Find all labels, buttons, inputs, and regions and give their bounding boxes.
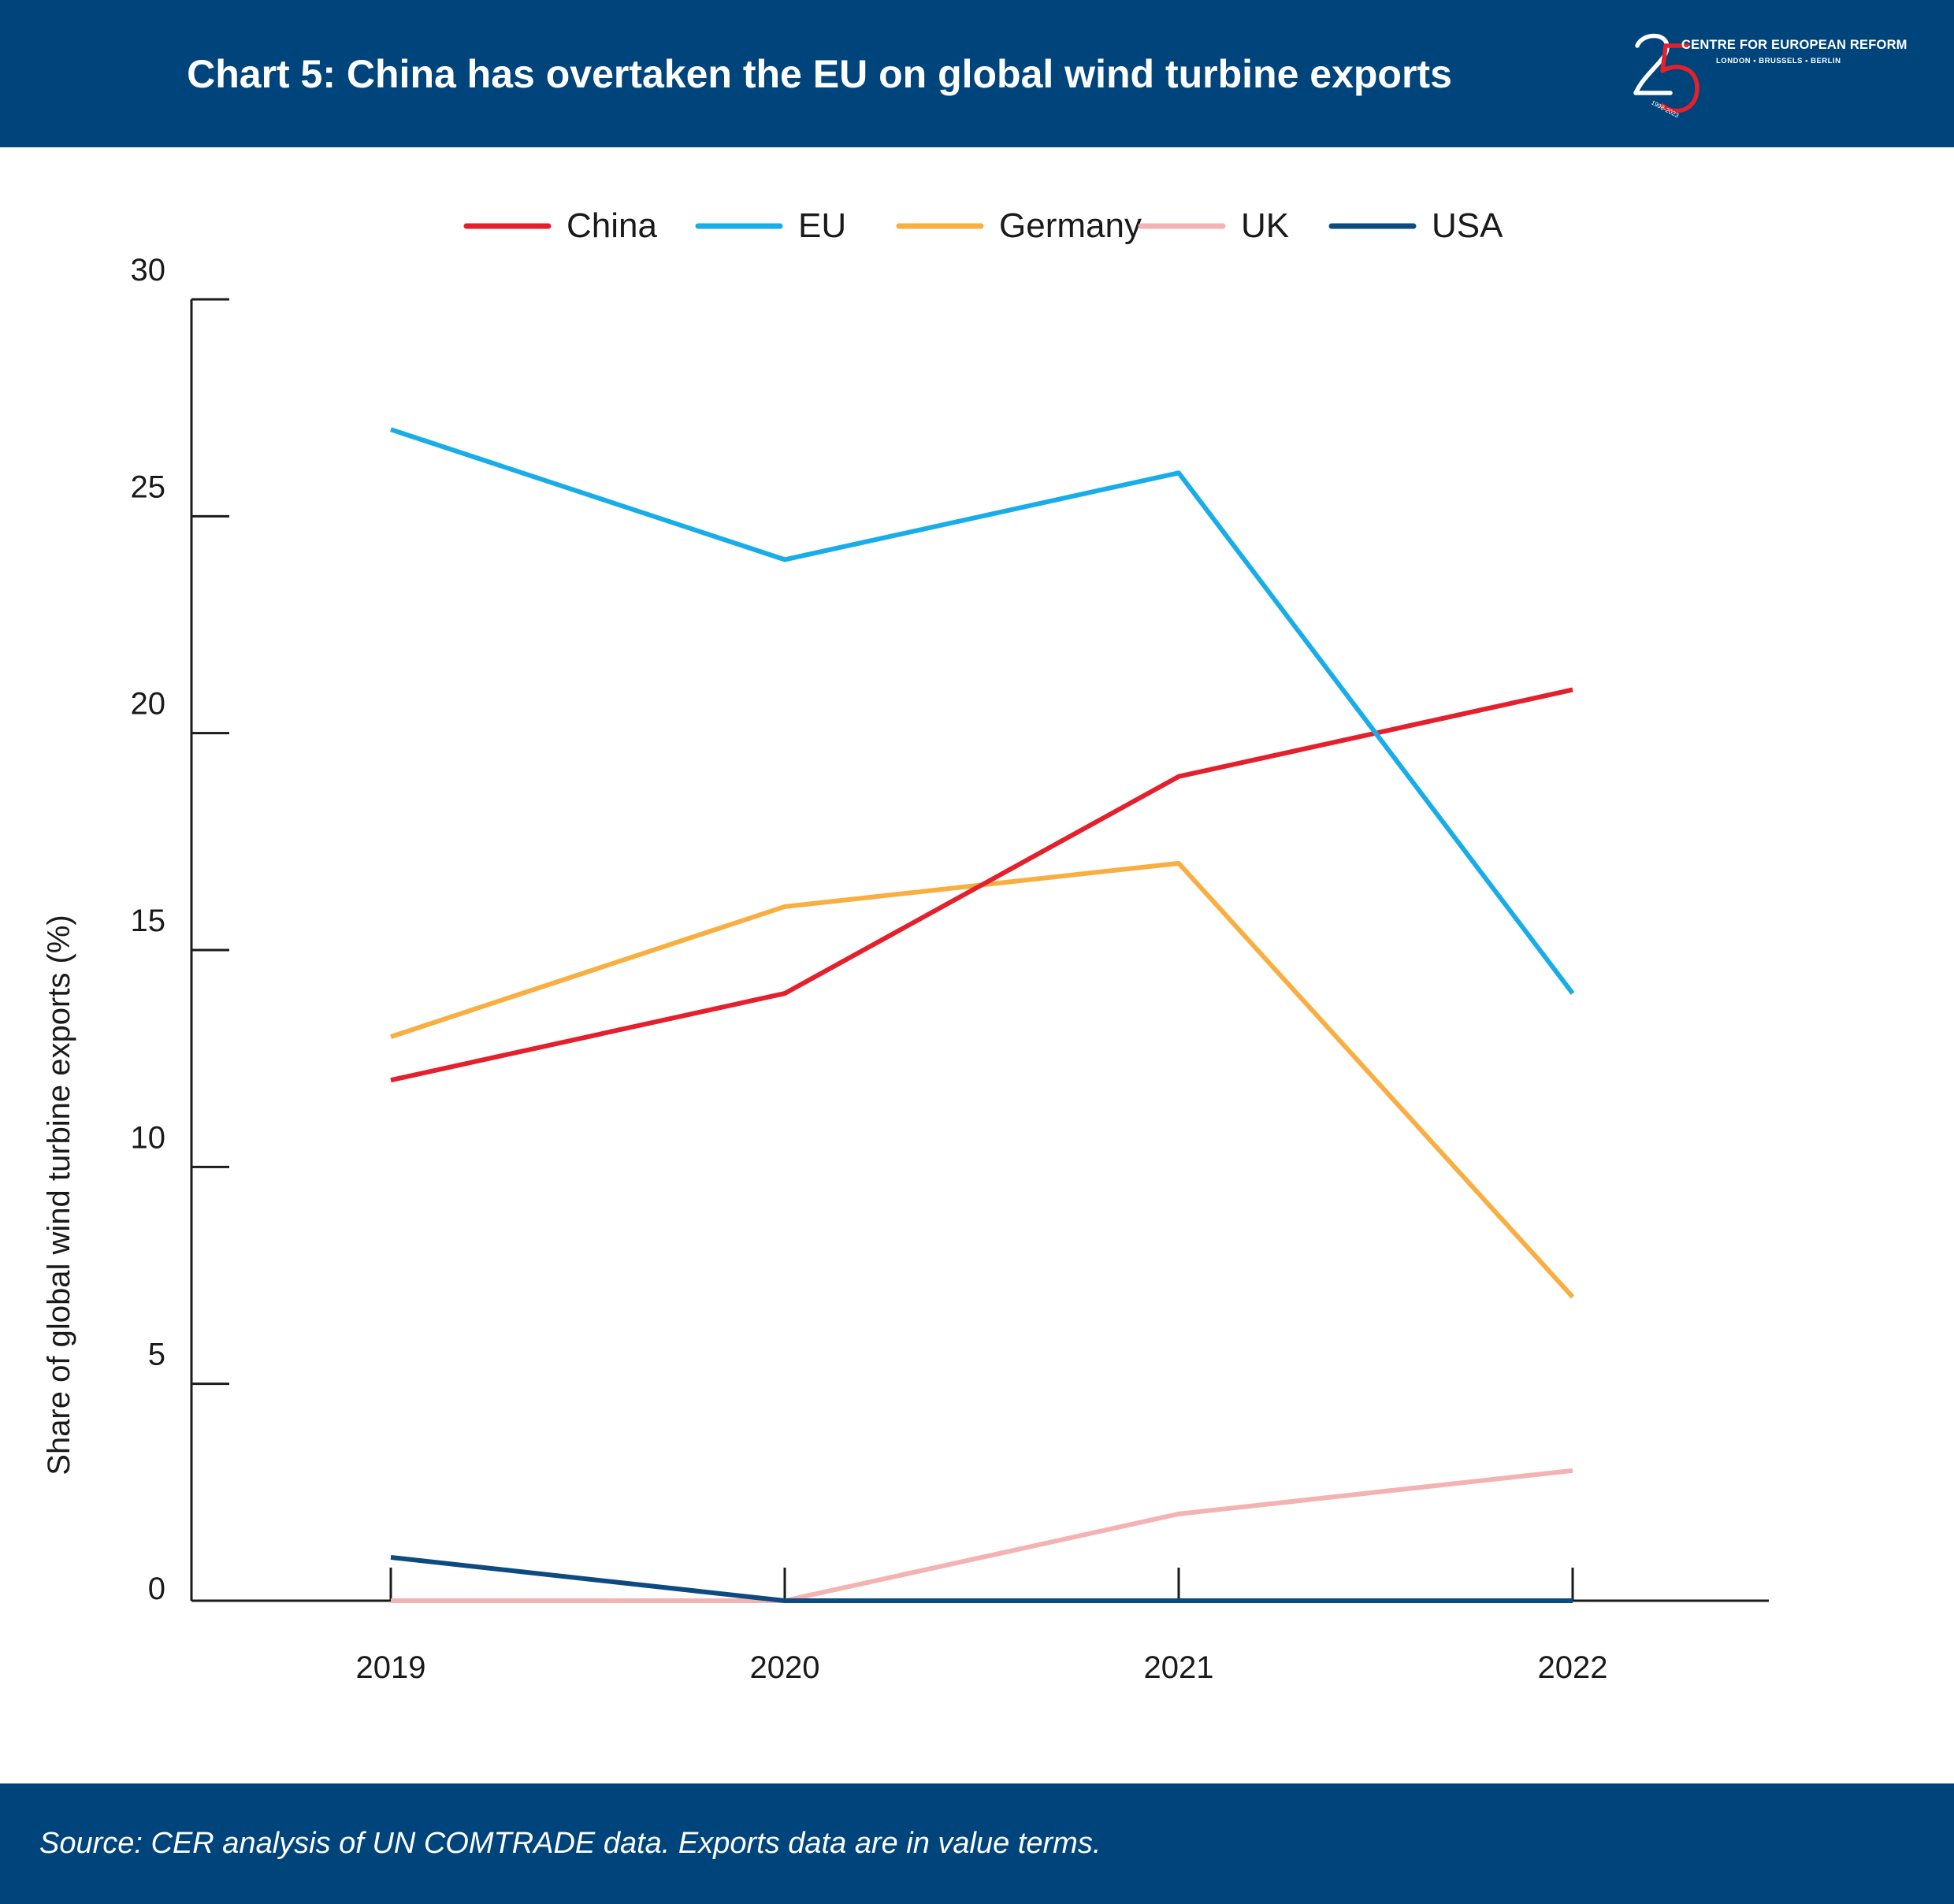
logo-25-mark bbox=[1633, 33, 1700, 113]
axes: 0 5 10 15 20 25 30 2019 2020 2021 2022 bbox=[131, 253, 1769, 1685]
y-tick-label: 5 bbox=[148, 1338, 165, 1372]
line-chart: China EU Germany UK USA Share of global wind… bbox=[42, 206, 1769, 1685]
cer-logo: CENTRE FOR EUROPEAN REFORM LONDON • BRUS… bbox=[1629, 28, 1913, 131]
y-tick-label: 30 bbox=[131, 253, 166, 288]
y-tick-label: 25 bbox=[131, 470, 166, 504]
x-tick-label: 2021 bbox=[1144, 1650, 1214, 1685]
series-lines bbox=[390, 427, 1575, 1603]
chart-title: Chart 5: China has overtaken the EU on g… bbox=[187, 51, 1452, 96]
legend-label-eu: EU bbox=[798, 206, 846, 245]
legend-label-uk: UK bbox=[1241, 206, 1289, 245]
x-tick-label: 2022 bbox=[1538, 1650, 1608, 1685]
series-line-china bbox=[390, 687, 1573, 1083]
legend: China EU Germany UK USA bbox=[463, 206, 1503, 245]
x-tick-label: 2019 bbox=[356, 1650, 426, 1685]
y-tick-label: 0 bbox=[148, 1572, 165, 1606]
series-line-uk bbox=[391, 1468, 1573, 1603]
legend-label-germany: Germany bbox=[999, 206, 1142, 245]
y-tick-label: 10 bbox=[131, 1120, 166, 1155]
logo-cities: LONDON • BRUSSELS • BERLIN bbox=[1716, 57, 1841, 65]
x-tick-label: 2020 bbox=[750, 1650, 820, 1685]
series-line-eu bbox=[390, 427, 1575, 995]
y-axis-label: Share of global wind turbine exports (%) bbox=[42, 915, 76, 1475]
footer-bar: Source: CER analysis of UN COMTRADE data… bbox=[0, 1783, 1954, 1904]
header-bar: Chart 5: China has overtaken the EU on g… bbox=[0, 0, 1954, 147]
series-line-germany bbox=[390, 860, 1575, 1299]
logo-organisation-name: CENTRE FOR EUROPEAN REFORM bbox=[1681, 38, 1908, 52]
legend-label-china: China bbox=[567, 206, 657, 245]
source-note: Source: CER analysis of UN COMTRADE data… bbox=[39, 1827, 1101, 1860]
y-tick-label: 15 bbox=[131, 904, 166, 938]
legend-label-usa: USA bbox=[1432, 206, 1503, 245]
y-tick-label: 20 bbox=[131, 687, 166, 722]
series-line-usa bbox=[390, 1554, 1573, 1603]
